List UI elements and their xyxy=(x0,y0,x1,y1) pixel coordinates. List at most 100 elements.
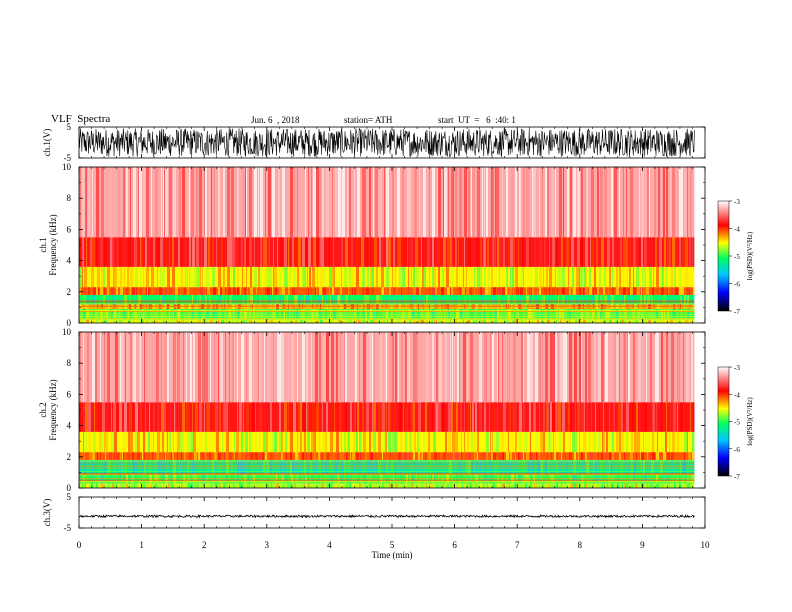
spectrogram-stripe xyxy=(245,431,248,453)
spectrogram-stripe xyxy=(401,332,403,403)
spectrogram-stripe xyxy=(681,431,682,453)
spectrogram-stripe xyxy=(595,308,596,319)
spectrogram-stripe xyxy=(657,431,658,453)
spectrogram-stripe xyxy=(586,167,588,238)
spectrogram-stripe xyxy=(281,308,283,319)
spectrogram-stripe xyxy=(551,483,554,488)
spectrogram-stripe xyxy=(667,308,669,319)
spectrogram-stripe xyxy=(575,431,577,453)
spectrogram-stripe xyxy=(626,237,628,267)
spectrogram-stripe xyxy=(203,167,204,238)
spectrogram-stripe xyxy=(522,237,524,267)
spectrogram-stripe xyxy=(677,431,679,453)
spectrogram-stripe xyxy=(466,266,467,288)
spectrogram-stripe xyxy=(443,237,446,267)
spectrogram-stripe xyxy=(192,287,193,295)
spectrogram-stripe xyxy=(163,318,166,323)
spectrogram-stripe xyxy=(583,287,584,295)
spectrogram-stripe xyxy=(450,332,451,403)
spectrogram-stripe xyxy=(693,459,695,474)
spectrogram-stripe xyxy=(115,266,117,288)
spectrogram-stripe xyxy=(664,308,665,319)
spectrogram-stripe xyxy=(205,287,206,295)
spectrogram-stripe xyxy=(297,332,298,403)
spectrogram-stripe xyxy=(579,287,581,295)
spectrogram-stripe xyxy=(162,483,164,488)
spectrogram-stripe xyxy=(284,308,285,319)
spectrogram-stripe xyxy=(193,332,195,403)
spectrogram-stripe xyxy=(301,167,302,238)
spectrogram-stripe xyxy=(612,308,614,319)
spectrogram-stripe xyxy=(246,167,247,238)
spectrogram-stripe xyxy=(107,167,108,238)
spectrogram-stripe xyxy=(685,237,688,267)
spectrogram-stripe xyxy=(150,332,153,403)
spectrogram-stripe xyxy=(329,266,332,288)
spectrogram-stripe xyxy=(205,332,208,403)
spectrogram-stripe xyxy=(367,318,369,323)
spectrogram-stripe xyxy=(511,167,514,238)
spectrogram-stripe xyxy=(236,431,239,453)
spectrogram-stripe xyxy=(115,332,118,403)
spectrogram-stripe xyxy=(551,167,554,238)
spectrogram-stripe xyxy=(661,318,663,323)
spectrogram-stripe xyxy=(687,308,690,319)
spectrogram-stripe xyxy=(254,266,257,288)
spectrogram-stripe xyxy=(488,266,490,288)
spectrogram-stripe xyxy=(276,294,278,305)
spectrogram-stripe xyxy=(572,266,574,288)
spectrogram-stripe xyxy=(624,452,625,460)
spectrogram-stripe xyxy=(275,318,278,323)
spectrogram-stripe xyxy=(468,402,469,432)
spectrogram-stripe xyxy=(551,452,552,460)
spectrogram-stripe xyxy=(679,308,680,319)
spectrogram-stripe xyxy=(691,431,692,453)
spectrogram-stripe xyxy=(300,402,302,432)
spectrogram-stripe xyxy=(212,308,215,319)
spectrogram-stripe xyxy=(321,459,323,474)
spectrogram-stripe xyxy=(558,402,561,432)
spectrogram-stripe xyxy=(439,287,441,295)
spectrogram-stripe xyxy=(552,287,555,295)
spectrogram-stripe xyxy=(577,402,578,432)
spectrogram-stripe xyxy=(529,237,531,267)
spectrogram-stripe xyxy=(392,431,394,453)
spectrogram-stripe xyxy=(521,266,523,288)
spectrogram-stripe xyxy=(318,318,319,323)
spectrogram-stripe xyxy=(171,483,174,488)
spectrogram-stripe xyxy=(222,287,225,295)
spectrogram-stripe xyxy=(578,452,579,460)
spectrogram-stripe xyxy=(355,332,357,403)
spectrogram-stripe xyxy=(675,237,677,267)
spectrogram-stripe xyxy=(342,167,345,238)
spectrogram-stripe xyxy=(535,332,538,403)
spectrogram-stripe xyxy=(448,431,451,453)
spectrogram-stripe xyxy=(153,294,155,305)
spectrogram-stripe xyxy=(542,483,543,488)
spectrogram-stripe xyxy=(165,167,168,238)
spectrogram-stripe xyxy=(104,308,106,319)
spectrogram-stripe xyxy=(183,308,185,319)
spectrogram-stripe xyxy=(430,459,431,474)
spectrogram-stripe xyxy=(493,483,495,488)
y-tick-label: 2 xyxy=(67,287,72,297)
spectrogram-stripe xyxy=(165,287,167,295)
spectrogram-stripe xyxy=(282,483,285,488)
spectrogram-stripe xyxy=(359,459,361,474)
spectrogram-stripe xyxy=(259,402,262,432)
spectrogram-stripe xyxy=(79,332,81,403)
spectrogram-stripe xyxy=(234,431,235,453)
spectrogram-stripe xyxy=(563,483,564,488)
spectrogram-stripe xyxy=(155,294,158,305)
spectrogram-stripe xyxy=(275,483,276,488)
spectrogram-stripe xyxy=(477,287,478,295)
spectrogram-stripe xyxy=(241,237,243,267)
spectrogram-stripe xyxy=(282,459,283,474)
spectrogram-stripe xyxy=(474,452,477,460)
spectrogram-stripe xyxy=(316,287,317,295)
spectrogram-stripe xyxy=(238,459,239,474)
spectrogram-stripe xyxy=(579,332,581,403)
spectrogram-stripe xyxy=(584,266,586,288)
spectrogram-stripe xyxy=(227,483,228,488)
spectrogram-stripe xyxy=(386,332,387,403)
